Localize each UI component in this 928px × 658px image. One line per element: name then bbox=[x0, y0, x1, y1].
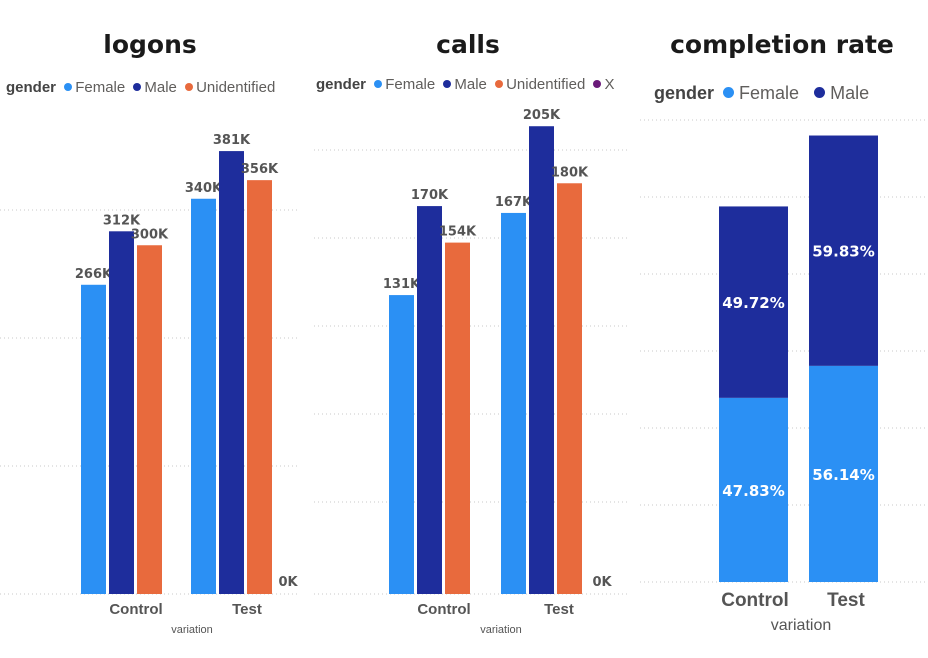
legend-item-male[interactable]: Male bbox=[133, 79, 177, 96]
legend-title: gender bbox=[316, 76, 367, 93]
completion-rate-chart: completion rate gender Female Male 47.83… bbox=[636, 0, 928, 658]
bar-unidentified-test[interactable] bbox=[557, 183, 582, 595]
legend-label: Male bbox=[144, 79, 177, 96]
bar-unidentified-test[interactable] bbox=[247, 180, 272, 594]
bar-male-test[interactable] bbox=[809, 135, 878, 366]
legend-label: Male bbox=[454, 76, 487, 93]
legend-label: Female bbox=[75, 79, 126, 96]
bar-female-control[interactable] bbox=[719, 397, 788, 582]
legend-item-unidentified[interactable]: Unidentified bbox=[495, 76, 585, 93]
x-axis-title: variation bbox=[480, 624, 522, 636]
x-category-label: Control bbox=[109, 601, 163, 618]
x-axis-title: variation bbox=[770, 617, 832, 634]
legend-title: gender bbox=[6, 79, 57, 96]
legend-dot-truncated bbox=[593, 80, 602, 88]
data-label: 180K bbox=[551, 165, 589, 180]
legend-label: Female bbox=[385, 76, 436, 93]
bar-female-control[interactable] bbox=[389, 295, 414, 594]
data-label: 49.72% bbox=[722, 294, 784, 312]
bar-unidentified-control[interactable] bbox=[137, 245, 162, 594]
legend-item-unidentified[interactable]: Unidentified bbox=[185, 79, 275, 96]
legend-item-truncated[interactable]: X bbox=[593, 76, 614, 93]
data-label: 0K bbox=[592, 575, 612, 590]
legend-dot-unidentified bbox=[185, 83, 194, 91]
legend-label: Male bbox=[830, 83, 870, 103]
data-label: 167K bbox=[495, 195, 533, 210]
legend-label: Female bbox=[739, 83, 800, 103]
data-label: 131K bbox=[383, 277, 421, 292]
bar-unidentified-control[interactable] bbox=[445, 242, 470, 594]
data-label: 154K bbox=[439, 225, 477, 240]
data-label: 300K bbox=[131, 227, 169, 242]
data-label: 312K bbox=[103, 213, 141, 228]
bar-female-test[interactable] bbox=[191, 198, 216, 594]
legend-dot-male bbox=[443, 80, 452, 88]
bar-male-test[interactable] bbox=[219, 151, 244, 594]
legend-dot-male bbox=[814, 87, 826, 98]
legend-item-female[interactable]: Female bbox=[64, 79, 125, 96]
bar-male-test[interactable] bbox=[529, 126, 554, 595]
data-label: 170K bbox=[411, 188, 449, 203]
x-category-label: Test bbox=[827, 590, 865, 611]
bar-female-control[interactable] bbox=[81, 284, 106, 594]
x-category-label: Control bbox=[417, 601, 471, 618]
x-category-label: Test bbox=[544, 601, 574, 618]
legend-item-male[interactable]: Male bbox=[443, 76, 487, 93]
completion-rate-plot-area: 47.83% 49.72% 56.14% 59.83% bbox=[640, 119, 928, 583]
chart-title: logons bbox=[103, 30, 197, 59]
bar-female-test[interactable] bbox=[501, 212, 526, 594]
chart-title: completion rate bbox=[670, 30, 894, 59]
logons-chart: logons gender Female Male Unidentified 2… bbox=[0, 0, 300, 658]
chart-title: calls bbox=[436, 30, 500, 59]
data-label: 356K bbox=[241, 162, 279, 177]
x-category-label: Control bbox=[721, 590, 789, 611]
legend-item-male[interactable]: Male bbox=[814, 83, 869, 103]
bar-male-control[interactable] bbox=[109, 231, 134, 595]
bar-male-control[interactable] bbox=[417, 206, 442, 594]
data-label: 205K bbox=[523, 108, 561, 123]
legend-label: Unidentified bbox=[506, 76, 586, 93]
chart-legend: gender Female Male Unidentified bbox=[6, 79, 279, 96]
chart-legend: gender Female Male Unidentified X bbox=[316, 76, 618, 93]
bar-female-test[interactable] bbox=[809, 365, 878, 582]
x-axis-title: variation bbox=[171, 624, 213, 636]
legend-label: X bbox=[604, 76, 615, 93]
data-label: 56.14% bbox=[812, 466, 874, 484]
legend-dot-female bbox=[64, 83, 73, 91]
calls-plot-area: 131K 170K 154K 167K 205K 180K 0K bbox=[314, 108, 628, 595]
chart-legend: gender Female Male bbox=[654, 83, 879, 104]
data-label: 59.83% bbox=[812, 243, 874, 261]
legend-dot-male bbox=[133, 83, 142, 91]
bar-male-control[interactable] bbox=[719, 206, 788, 398]
legend-dot-female bbox=[374, 80, 383, 88]
data-label: 381K bbox=[213, 133, 251, 148]
data-label: 266K bbox=[75, 267, 113, 282]
calls-chart: calls gender Female Male Unidentified X … bbox=[308, 0, 628, 658]
legend-item-female[interactable]: Female bbox=[374, 76, 435, 93]
legend-item-female[interactable]: Female bbox=[723, 83, 799, 103]
legend-dot-unidentified bbox=[495, 80, 504, 88]
legend-label: Unidentified bbox=[196, 79, 276, 96]
legend-title: gender bbox=[654, 83, 715, 103]
data-label: 47.83% bbox=[722, 482, 784, 500]
data-label: 0K bbox=[278, 575, 298, 590]
x-category-label: Test bbox=[232, 601, 262, 618]
data-label: 340K bbox=[185, 181, 223, 196]
legend-dot-female bbox=[723, 87, 735, 98]
